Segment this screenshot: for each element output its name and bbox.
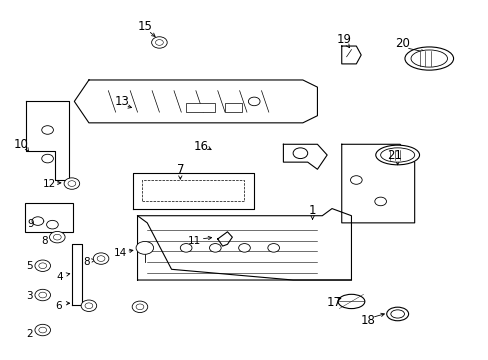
Ellipse shape xyxy=(404,47,453,70)
Ellipse shape xyxy=(390,310,404,318)
Circle shape xyxy=(35,324,50,336)
Bar xyxy=(224,103,242,112)
Text: 13: 13 xyxy=(114,95,129,108)
Circle shape xyxy=(35,260,50,271)
Polygon shape xyxy=(341,46,361,64)
Text: 8: 8 xyxy=(41,236,47,246)
Circle shape xyxy=(136,304,143,310)
Ellipse shape xyxy=(410,50,447,67)
Text: 15: 15 xyxy=(137,20,152,33)
Circle shape xyxy=(39,263,46,269)
Circle shape xyxy=(39,327,46,333)
Circle shape xyxy=(151,37,167,48)
Polygon shape xyxy=(132,173,254,208)
Circle shape xyxy=(238,244,250,252)
Text: 4: 4 xyxy=(56,272,63,282)
Text: 14: 14 xyxy=(114,248,127,258)
Text: 20: 20 xyxy=(394,37,409,50)
Text: 1: 1 xyxy=(308,204,316,217)
Ellipse shape xyxy=(375,145,419,165)
Polygon shape xyxy=(341,144,414,223)
Text: 2: 2 xyxy=(26,329,33,339)
Polygon shape xyxy=(283,144,326,169)
Ellipse shape xyxy=(386,307,408,321)
Circle shape xyxy=(180,244,192,252)
Circle shape xyxy=(155,40,163,45)
Bar xyxy=(25,203,73,232)
Circle shape xyxy=(292,148,307,158)
Circle shape xyxy=(374,197,386,206)
Circle shape xyxy=(64,178,80,189)
Circle shape xyxy=(267,244,279,252)
Bar xyxy=(186,103,215,112)
Ellipse shape xyxy=(337,294,364,309)
Circle shape xyxy=(32,217,43,225)
Text: 11: 11 xyxy=(188,236,201,246)
Polygon shape xyxy=(217,232,232,246)
Text: 19: 19 xyxy=(336,33,351,46)
Circle shape xyxy=(93,253,109,264)
Circle shape xyxy=(53,234,61,240)
Text: 7: 7 xyxy=(176,163,183,176)
Text: 18: 18 xyxy=(360,314,375,327)
Text: 21: 21 xyxy=(386,149,401,162)
Text: 17: 17 xyxy=(326,296,341,309)
Polygon shape xyxy=(26,102,69,180)
Circle shape xyxy=(41,154,53,163)
Text: 12: 12 xyxy=(42,179,56,189)
Circle shape xyxy=(350,176,362,184)
Text: 3: 3 xyxy=(26,291,33,301)
Circle shape xyxy=(85,303,93,309)
Ellipse shape xyxy=(380,148,414,162)
Polygon shape xyxy=(137,208,351,280)
Circle shape xyxy=(81,300,97,311)
Circle shape xyxy=(209,244,221,252)
Circle shape xyxy=(132,301,147,312)
Circle shape xyxy=(49,231,65,243)
Circle shape xyxy=(136,242,153,254)
Text: 6: 6 xyxy=(55,301,62,311)
Circle shape xyxy=(39,292,46,298)
Circle shape xyxy=(46,220,58,229)
Text: 8: 8 xyxy=(83,257,90,267)
Text: 5: 5 xyxy=(26,261,33,271)
Circle shape xyxy=(41,126,53,134)
Circle shape xyxy=(97,256,105,261)
Circle shape xyxy=(248,97,260,106)
Polygon shape xyxy=(74,80,317,123)
Text: 9: 9 xyxy=(27,219,34,229)
Text: 10: 10 xyxy=(13,138,28,151)
Circle shape xyxy=(35,289,50,301)
Circle shape xyxy=(68,181,76,186)
Text: 16: 16 xyxy=(193,140,208,153)
Polygon shape xyxy=(72,244,81,305)
